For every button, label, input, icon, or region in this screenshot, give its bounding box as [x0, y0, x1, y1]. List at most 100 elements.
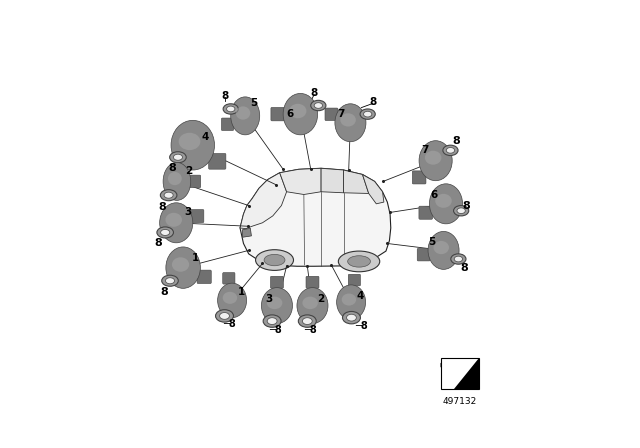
Ellipse shape: [302, 297, 318, 309]
Text: ─8: ─8: [305, 325, 317, 335]
Text: 7: 7: [421, 145, 428, 155]
Ellipse shape: [163, 163, 191, 200]
FancyBboxPatch shape: [348, 274, 360, 286]
Ellipse shape: [172, 257, 189, 272]
Ellipse shape: [236, 106, 250, 120]
FancyBboxPatch shape: [417, 249, 430, 261]
FancyBboxPatch shape: [209, 154, 226, 169]
FancyBboxPatch shape: [441, 358, 479, 389]
Text: 6: 6: [431, 190, 438, 200]
Text: 2: 2: [317, 294, 324, 304]
Ellipse shape: [255, 250, 294, 271]
Text: 8: 8: [159, 202, 166, 212]
Ellipse shape: [171, 121, 214, 170]
Text: 8: 8: [154, 238, 162, 249]
FancyBboxPatch shape: [440, 363, 447, 367]
FancyBboxPatch shape: [419, 206, 433, 219]
Ellipse shape: [454, 256, 463, 262]
FancyBboxPatch shape: [223, 272, 235, 284]
Ellipse shape: [216, 310, 234, 322]
Ellipse shape: [337, 285, 365, 319]
Text: 4: 4: [202, 132, 209, 142]
Ellipse shape: [297, 288, 328, 323]
Ellipse shape: [298, 315, 316, 327]
Ellipse shape: [161, 190, 177, 201]
Text: ─8: ─8: [269, 325, 282, 335]
Ellipse shape: [339, 251, 380, 272]
FancyBboxPatch shape: [271, 276, 284, 288]
Ellipse shape: [283, 94, 317, 135]
Ellipse shape: [227, 106, 235, 112]
Ellipse shape: [419, 141, 452, 181]
Ellipse shape: [218, 283, 246, 318]
Text: 6: 6: [287, 109, 294, 119]
Ellipse shape: [429, 184, 463, 224]
Ellipse shape: [179, 133, 200, 150]
Text: 8: 8: [168, 163, 176, 172]
Text: 2: 2: [185, 166, 192, 176]
FancyBboxPatch shape: [271, 108, 285, 121]
Ellipse shape: [451, 254, 466, 264]
Ellipse shape: [340, 113, 356, 126]
FancyBboxPatch shape: [306, 276, 319, 288]
Text: 4: 4: [356, 291, 364, 301]
Polygon shape: [280, 168, 321, 194]
Text: 7: 7: [337, 109, 345, 119]
Ellipse shape: [166, 213, 182, 227]
Ellipse shape: [342, 311, 360, 324]
Ellipse shape: [425, 151, 442, 165]
Ellipse shape: [457, 208, 465, 214]
Ellipse shape: [433, 241, 449, 254]
Ellipse shape: [159, 203, 193, 243]
Polygon shape: [344, 170, 369, 194]
Polygon shape: [454, 358, 479, 389]
Ellipse shape: [346, 314, 356, 321]
Polygon shape: [240, 168, 391, 266]
Ellipse shape: [360, 109, 375, 119]
Text: 497132: 497132: [443, 397, 477, 406]
Text: 8: 8: [221, 91, 228, 101]
Ellipse shape: [157, 227, 173, 238]
Text: 3: 3: [266, 294, 273, 304]
Text: 8: 8: [462, 201, 470, 211]
Ellipse shape: [162, 275, 179, 286]
Ellipse shape: [231, 97, 260, 135]
Text: 5: 5: [428, 237, 435, 247]
Ellipse shape: [166, 278, 175, 284]
Ellipse shape: [446, 147, 454, 153]
Text: 8: 8: [310, 88, 318, 98]
Ellipse shape: [454, 206, 468, 216]
Ellipse shape: [335, 104, 366, 142]
Ellipse shape: [445, 367, 452, 370]
Polygon shape: [362, 174, 384, 204]
Ellipse shape: [342, 293, 356, 306]
FancyBboxPatch shape: [189, 175, 201, 188]
FancyBboxPatch shape: [221, 118, 234, 130]
Text: 8: 8: [460, 263, 468, 273]
Polygon shape: [321, 168, 344, 193]
Text: 5: 5: [250, 98, 257, 108]
Ellipse shape: [364, 111, 372, 117]
Text: 1: 1: [191, 253, 199, 263]
Ellipse shape: [311, 100, 326, 111]
Ellipse shape: [435, 194, 452, 208]
Ellipse shape: [168, 172, 182, 185]
Text: 8: 8: [452, 136, 460, 146]
Ellipse shape: [164, 192, 173, 198]
Ellipse shape: [302, 318, 312, 324]
Text: ─8: ─8: [356, 321, 369, 331]
Ellipse shape: [428, 232, 459, 269]
Ellipse shape: [166, 247, 200, 289]
Ellipse shape: [261, 288, 292, 323]
Ellipse shape: [223, 292, 237, 304]
Text: 8: 8: [369, 97, 376, 107]
Ellipse shape: [444, 365, 456, 374]
Ellipse shape: [173, 154, 182, 160]
Text: 1: 1: [237, 288, 244, 297]
Ellipse shape: [314, 103, 323, 108]
Ellipse shape: [289, 104, 307, 118]
FancyBboxPatch shape: [325, 108, 338, 121]
FancyBboxPatch shape: [190, 210, 204, 223]
Text: ─8: ─8: [223, 319, 236, 328]
Ellipse shape: [170, 152, 186, 163]
